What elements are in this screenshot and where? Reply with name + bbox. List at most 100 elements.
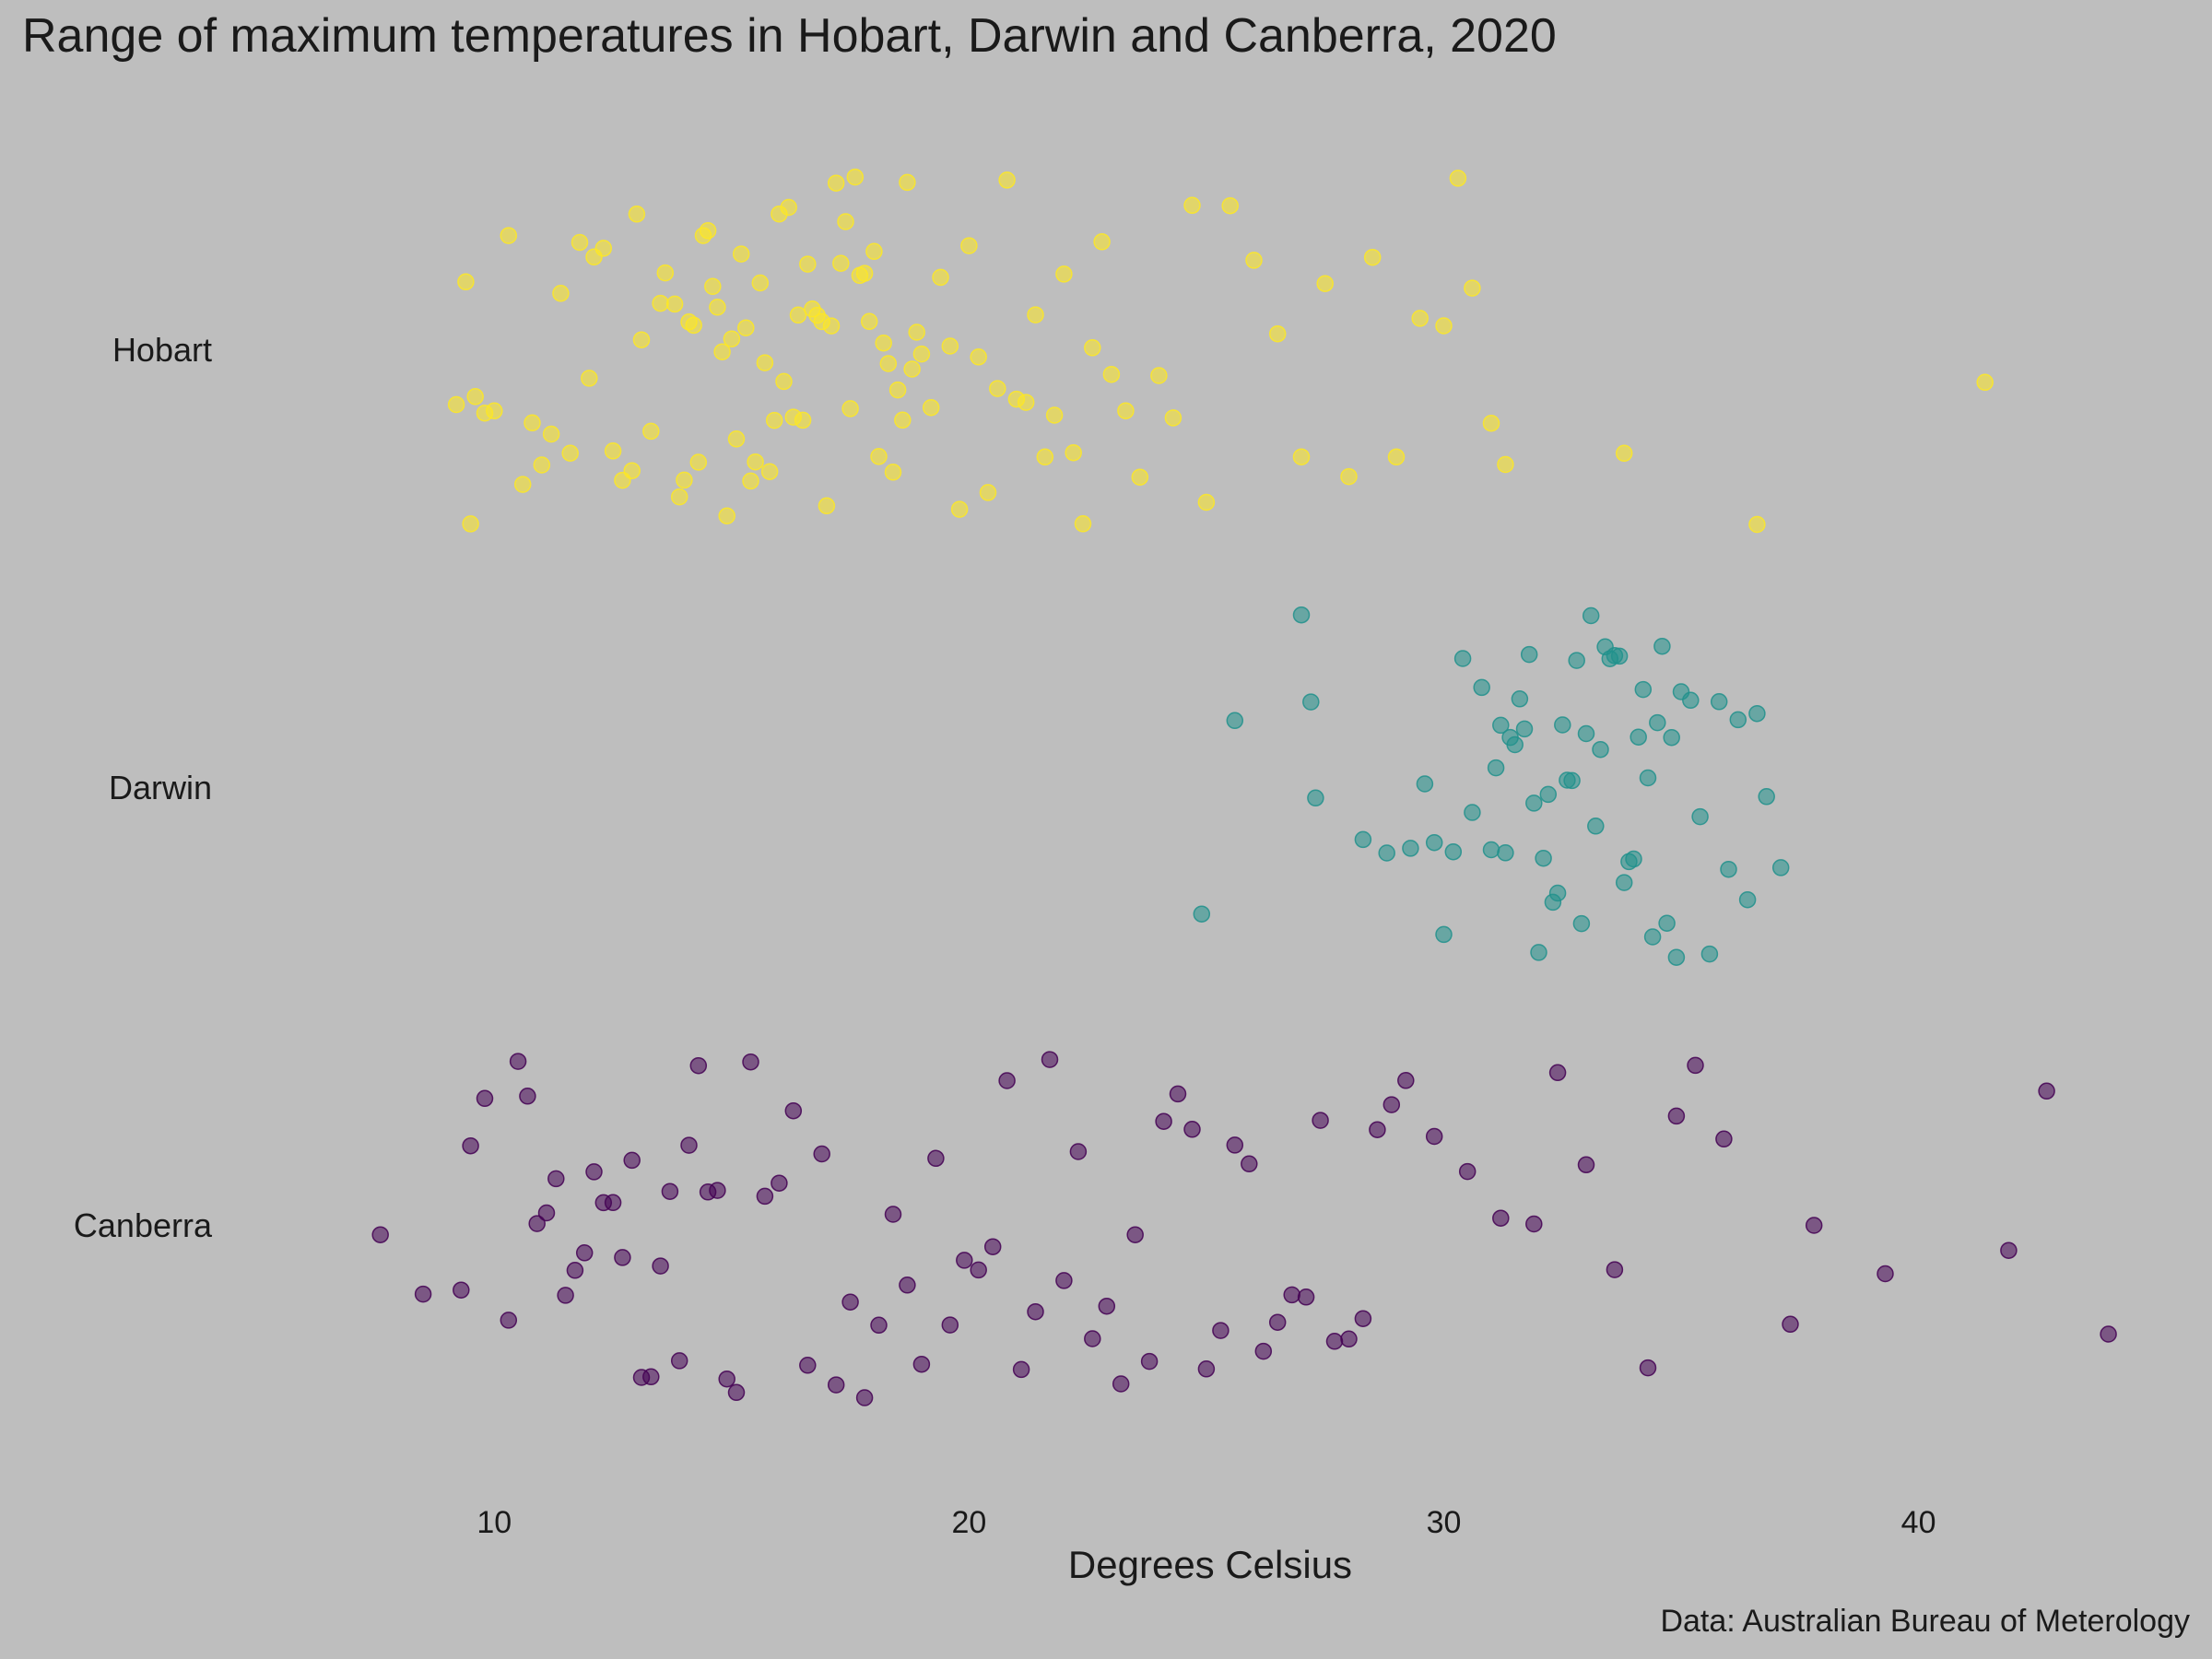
data-point: [566, 1262, 584, 1279]
data-point: [1487, 759, 1505, 777]
data-point: [950, 500, 969, 518]
data-point: [1535, 849, 1552, 867]
data-point: [1976, 373, 1994, 392]
data-point: [1378, 844, 1395, 862]
data-point: [922, 398, 940, 417]
data-point: [1771, 859, 1790, 877]
data-point: [1748, 704, 1766, 723]
data-point: [1197, 1360, 1216, 1378]
data-point: [2100, 1325, 2117, 1343]
data-point: [727, 430, 746, 448]
data-point: [1041, 1051, 1059, 1068]
data-point: [1482, 414, 1500, 432]
data-point: [1283, 1286, 1300, 1304]
data-point: [1606, 1261, 1624, 1278]
data-point: [1639, 769, 1657, 787]
data-point: [1065, 443, 1082, 462]
data-point: [1653, 637, 1671, 655]
data-point: [462, 515, 479, 533]
data-point: [1241, 1155, 1258, 1173]
data-point: [1577, 724, 1595, 743]
data-point: [1548, 884, 1567, 902]
data-point: [818, 497, 836, 515]
data-point: [1444, 842, 1463, 861]
data-point: [1700, 945, 1719, 963]
points-layer: [371, 168, 2117, 1406]
data-point: [1193, 905, 1211, 923]
data-point: [775, 372, 793, 391]
data-point: [1354, 830, 1372, 849]
data-point: [1649, 713, 1666, 732]
data-point: [509, 1053, 527, 1070]
data-point: [1643, 928, 1662, 946]
data-point: [1663, 728, 1680, 747]
data-point: [709, 1182, 726, 1199]
data-point: [642, 422, 660, 441]
data-point: [998, 1072, 1016, 1089]
data-point: [760, 463, 779, 480]
data-point: [447, 395, 465, 414]
data-point: [1667, 1107, 1686, 1125]
data-point: [884, 1206, 902, 1223]
data-point: [1582, 606, 1600, 625]
data-point: [642, 1368, 660, 1386]
data-point: [765, 411, 783, 429]
data-point: [1453, 650, 1472, 667]
data-point: [1112, 1375, 1130, 1393]
data-point: [1226, 1136, 1244, 1154]
data-point: [486, 402, 503, 420]
data-point: [614, 1249, 631, 1266]
data-point: [533, 456, 551, 474]
data-point: [1525, 794, 1543, 812]
data-point: [457, 273, 475, 291]
data-point: [780, 198, 797, 217]
data-point: [1782, 1315, 1799, 1334]
data-point: [1307, 789, 1324, 807]
data-point: [927, 1149, 945, 1168]
x-tick-label: 40: [1901, 1505, 1936, 1540]
data-point: [1530, 944, 1547, 961]
data-point: [789, 306, 807, 324]
data-point: [1577, 1156, 1595, 1174]
data-point: [732, 245, 750, 263]
data-point: [656, 264, 675, 282]
data-point: [1102, 365, 1121, 383]
data-point: [1292, 448, 1311, 465]
data-point: [670, 1352, 688, 1370]
data-point: [552, 285, 570, 302]
data-point: [547, 1170, 565, 1188]
data-point: [747, 453, 764, 471]
category-label-hobart: Hobart: [112, 331, 212, 369]
data-point: [414, 1285, 432, 1303]
data-point: [1539, 785, 1558, 804]
data-point: [623, 1151, 641, 1170]
data-point: [1634, 680, 1653, 699]
data-point: [1045, 406, 1064, 424]
data-point: [2000, 1241, 2018, 1259]
x-tick-label: 10: [477, 1505, 512, 1540]
data-point: [1710, 693, 1728, 711]
data-point: [528, 1215, 546, 1232]
data-point: [813, 1145, 830, 1163]
data-point: [581, 370, 598, 387]
data-point: [1117, 402, 1135, 419]
data-point: [623, 462, 641, 479]
data-point: [899, 173, 916, 192]
data-point: [476, 1089, 494, 1108]
data-point: [1183, 196, 1201, 215]
data-point: [870, 448, 888, 465]
data-point: [632, 331, 651, 348]
data-point: [784, 1101, 803, 1120]
data-point: [841, 400, 859, 418]
data-point: [524, 414, 541, 432]
data-point: [1877, 1265, 1894, 1283]
data-point: [519, 1088, 536, 1105]
data-point: [652, 1257, 669, 1275]
data-point: [713, 343, 731, 360]
data-point: [941, 1316, 959, 1334]
data-point: [513, 476, 532, 493]
data-point: [1017, 394, 1035, 411]
data-point: [1416, 775, 1434, 793]
data-point: [983, 1238, 1002, 1255]
